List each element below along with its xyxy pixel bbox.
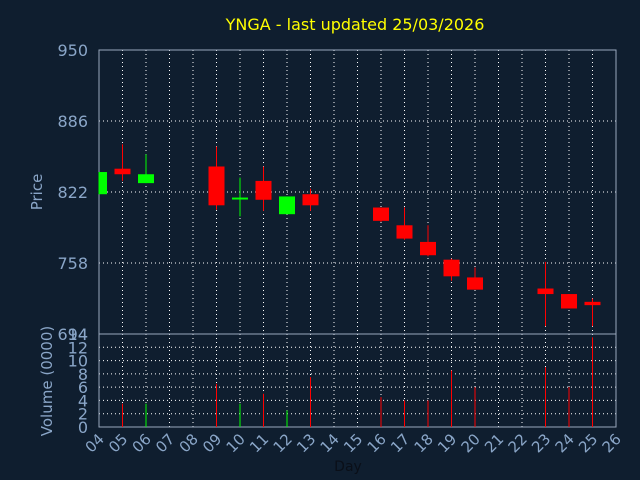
candle-06 — [138, 154, 154, 184]
x-axis-title: Day — [334, 459, 362, 475]
candle-body — [99, 172, 107, 195]
candle-19 — [443, 258, 460, 281]
candle-12 — [279, 196, 295, 215]
price-tick-labels: 950 886 822 758 694 — [57, 41, 88, 344]
candle-04 — [98, 172, 107, 195]
candle-body — [561, 294, 577, 309]
candle-11 — [255, 166, 272, 211]
volume-tick-label: 8 — [78, 365, 88, 384]
candle-body — [279, 196, 295, 215]
candle-13 — [302, 188, 319, 211]
candle-body — [467, 277, 483, 290]
volume-tick-label: 2 — [78, 405, 88, 424]
candle-body — [373, 207, 389, 221]
volume-tick-label: 6 — [78, 378, 88, 397]
candle-body — [537, 288, 554, 295]
price-tick-label: 822 — [57, 183, 88, 202]
volume-tick-label: 14 — [68, 325, 88, 344]
candle-09 — [208, 146, 225, 210]
candle-body — [443, 259, 460, 277]
candle-24 — [561, 294, 577, 309]
volume-plot-frame — [98, 333, 617, 428]
candle-body — [138, 174, 154, 184]
price-tick-label: 694 — [57, 325, 88, 344]
candle-body — [232, 197, 248, 200]
volume-axis-title: Volume (0000) — [38, 326, 56, 436]
candle-10 — [232, 177, 248, 217]
candle-body — [396, 225, 413, 239]
candle-body — [255, 180, 272, 200]
candle-body — [420, 241, 436, 256]
candle-16 — [373, 207, 389, 222]
volume-tick-label: 4 — [78, 391, 88, 410]
volume-tick-label: 12 — [68, 338, 88, 357]
candle-body — [114, 168, 131, 175]
price-axis-title: Price — [28, 174, 46, 211]
candle-20 — [467, 267, 483, 290]
chart-title: YNGA - last updated 25/03/2026 — [225, 15, 485, 34]
candle-17 — [396, 207, 413, 240]
candle-body — [208, 166, 225, 206]
candle-body — [584, 301, 601, 306]
price-tick-label: 950 — [57, 41, 88, 60]
candles — [98, 144, 601, 327]
price-tick-label: 758 — [57, 254, 88, 273]
volume-tick-label: 10 — [68, 352, 88, 371]
candle-23 — [537, 261, 554, 327]
candle-18 — [420, 225, 436, 257]
price-tick-label: 886 — [57, 112, 88, 131]
day-tick-labels: 0405060708091011121314151617181920212223… — [82, 430, 625, 456]
volume-tick-label: 0 — [78, 418, 88, 437]
candle-25 — [584, 298, 601, 327]
volume-bars — [122, 337, 593, 427]
candle-05 — [114, 144, 131, 181]
candle-body — [302, 194, 319, 206]
